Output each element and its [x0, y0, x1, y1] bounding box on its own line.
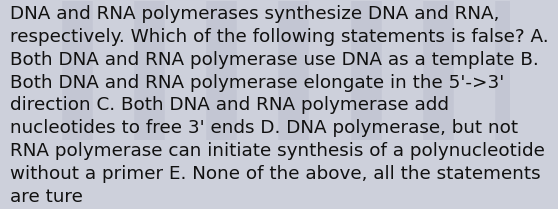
- Text: DNA and RNA polymerases synthesize DNA and RNA, respectively. Which of the follo: DNA and RNA polymerases synthesize DNA a…: [10, 5, 549, 206]
